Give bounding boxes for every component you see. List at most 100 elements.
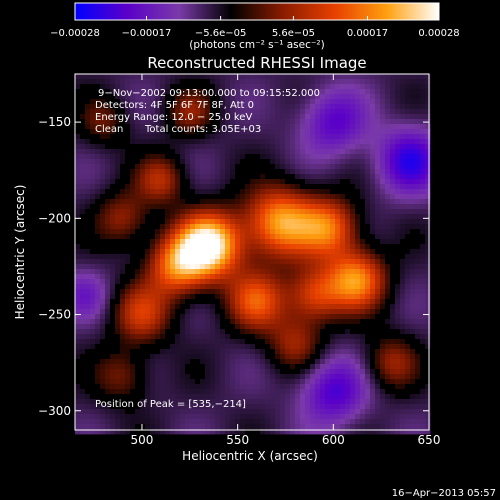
heatmap-cell [105, 149, 111, 155]
heatmap-cell [320, 364, 326, 370]
heatmap-cell [165, 334, 171, 340]
heatmap-cell [335, 239, 341, 245]
heatmap-cell [90, 239, 96, 245]
heatmap-cell [320, 269, 326, 275]
heatmap-cell [90, 394, 96, 400]
heatmap-cell [365, 324, 371, 330]
heatmap-cell [105, 194, 111, 200]
heatmap-cell [360, 169, 366, 175]
heatmap-cell [185, 304, 191, 310]
heatmap-cell [240, 379, 246, 385]
heatmap-cell [110, 349, 116, 355]
heatmap-cell [230, 224, 236, 230]
heatmap-cell [340, 239, 346, 245]
heatmap-cell [80, 234, 86, 240]
heatmap-cell [120, 224, 126, 230]
heatmap-cell [90, 279, 96, 285]
heatmap-cell [410, 164, 416, 170]
heatmap-cell [220, 289, 226, 295]
heatmap-cell [400, 119, 406, 125]
heatmap-cell [135, 314, 141, 320]
heatmap-cell [330, 409, 336, 415]
heatmap-cell [280, 394, 286, 400]
heatmap-cell [85, 314, 91, 320]
heatmap-cell [360, 379, 366, 385]
heatmap-cell [340, 214, 346, 220]
heatmap-cell [240, 204, 246, 210]
heatmap-cell [285, 329, 291, 335]
heatmap-cell [285, 259, 291, 265]
heatmap-cell [415, 389, 421, 395]
heatmap-cell [170, 174, 176, 180]
heatmap-cell [120, 359, 126, 365]
heatmap-cell [380, 294, 386, 300]
heatmap-cell [170, 339, 176, 345]
heatmap-cell [200, 389, 206, 395]
heatmap-cell [300, 409, 306, 415]
heatmap-cell [180, 164, 186, 170]
heatmap-cell [95, 204, 101, 210]
heatmap-cell [170, 419, 176, 425]
heatmap-cell [140, 254, 146, 260]
heatmap-cell [370, 94, 376, 100]
heatmap-cell [125, 109, 131, 115]
heatmap-cell [385, 304, 391, 310]
heatmap-cell [395, 399, 401, 405]
heatmap-cell [425, 134, 431, 140]
heatmap-cell [135, 214, 141, 220]
heatmap-cell [425, 219, 431, 225]
heatmap-cell [235, 94, 241, 100]
heatmap-cell [175, 349, 181, 355]
heatmap-cell [320, 179, 326, 185]
heatmap-cell [390, 204, 396, 210]
heatmap-cell [315, 294, 321, 300]
heatmap-cell [160, 139, 166, 145]
heatmap-cell [185, 419, 191, 425]
heatmap-cell [360, 334, 366, 340]
heatmap-cell [245, 169, 251, 175]
heatmap-cell [210, 359, 216, 365]
heatmap-cell [420, 349, 426, 355]
heatmap-cell [380, 414, 386, 420]
heatmap-cell [340, 339, 346, 345]
heatmap-cell [270, 259, 276, 265]
heatmap-cell [335, 369, 341, 375]
heatmap-cell [190, 384, 196, 390]
heatmap-cell [125, 144, 131, 150]
heatmap-cell [205, 299, 211, 305]
heatmap-cell [275, 159, 281, 165]
heatmap-cell [390, 104, 396, 110]
heatmap-cell [85, 409, 91, 415]
heatmap-cell [210, 139, 216, 145]
heatmap-cell [290, 374, 296, 380]
heatmap-cell [355, 359, 361, 365]
heatmap-cell [285, 164, 291, 170]
heatmap-cell [320, 254, 326, 260]
heatmap-cell [365, 194, 371, 200]
heatmap-cell [185, 309, 191, 315]
heatmap-cell [265, 204, 271, 210]
heatmap-cell [85, 164, 91, 170]
heatmap-cell [100, 409, 106, 415]
heatmap-cell [170, 209, 176, 215]
heatmap-cell [400, 219, 406, 225]
heatmap-cell [400, 399, 406, 405]
heatmap-cell [205, 384, 211, 390]
heatmap-cell [210, 419, 216, 425]
heatmap-cell [160, 399, 166, 405]
heatmap-cell [310, 279, 316, 285]
heatmap-cell [220, 274, 226, 280]
heatmap-cell [140, 394, 146, 400]
heatmap-cell [345, 409, 351, 415]
heatmap-cell [150, 89, 156, 95]
heatmap-cell [295, 124, 301, 130]
heatmap-cell [175, 389, 181, 395]
heatmap-cell [180, 129, 186, 135]
heatmap-cell [300, 214, 306, 220]
heatmap-cell [175, 149, 181, 155]
heatmap-cell [385, 364, 391, 370]
heatmap-cell [270, 209, 276, 215]
heatmap-cell [170, 234, 176, 240]
heatmap-cell [345, 159, 351, 165]
heatmap-cell [410, 299, 416, 305]
